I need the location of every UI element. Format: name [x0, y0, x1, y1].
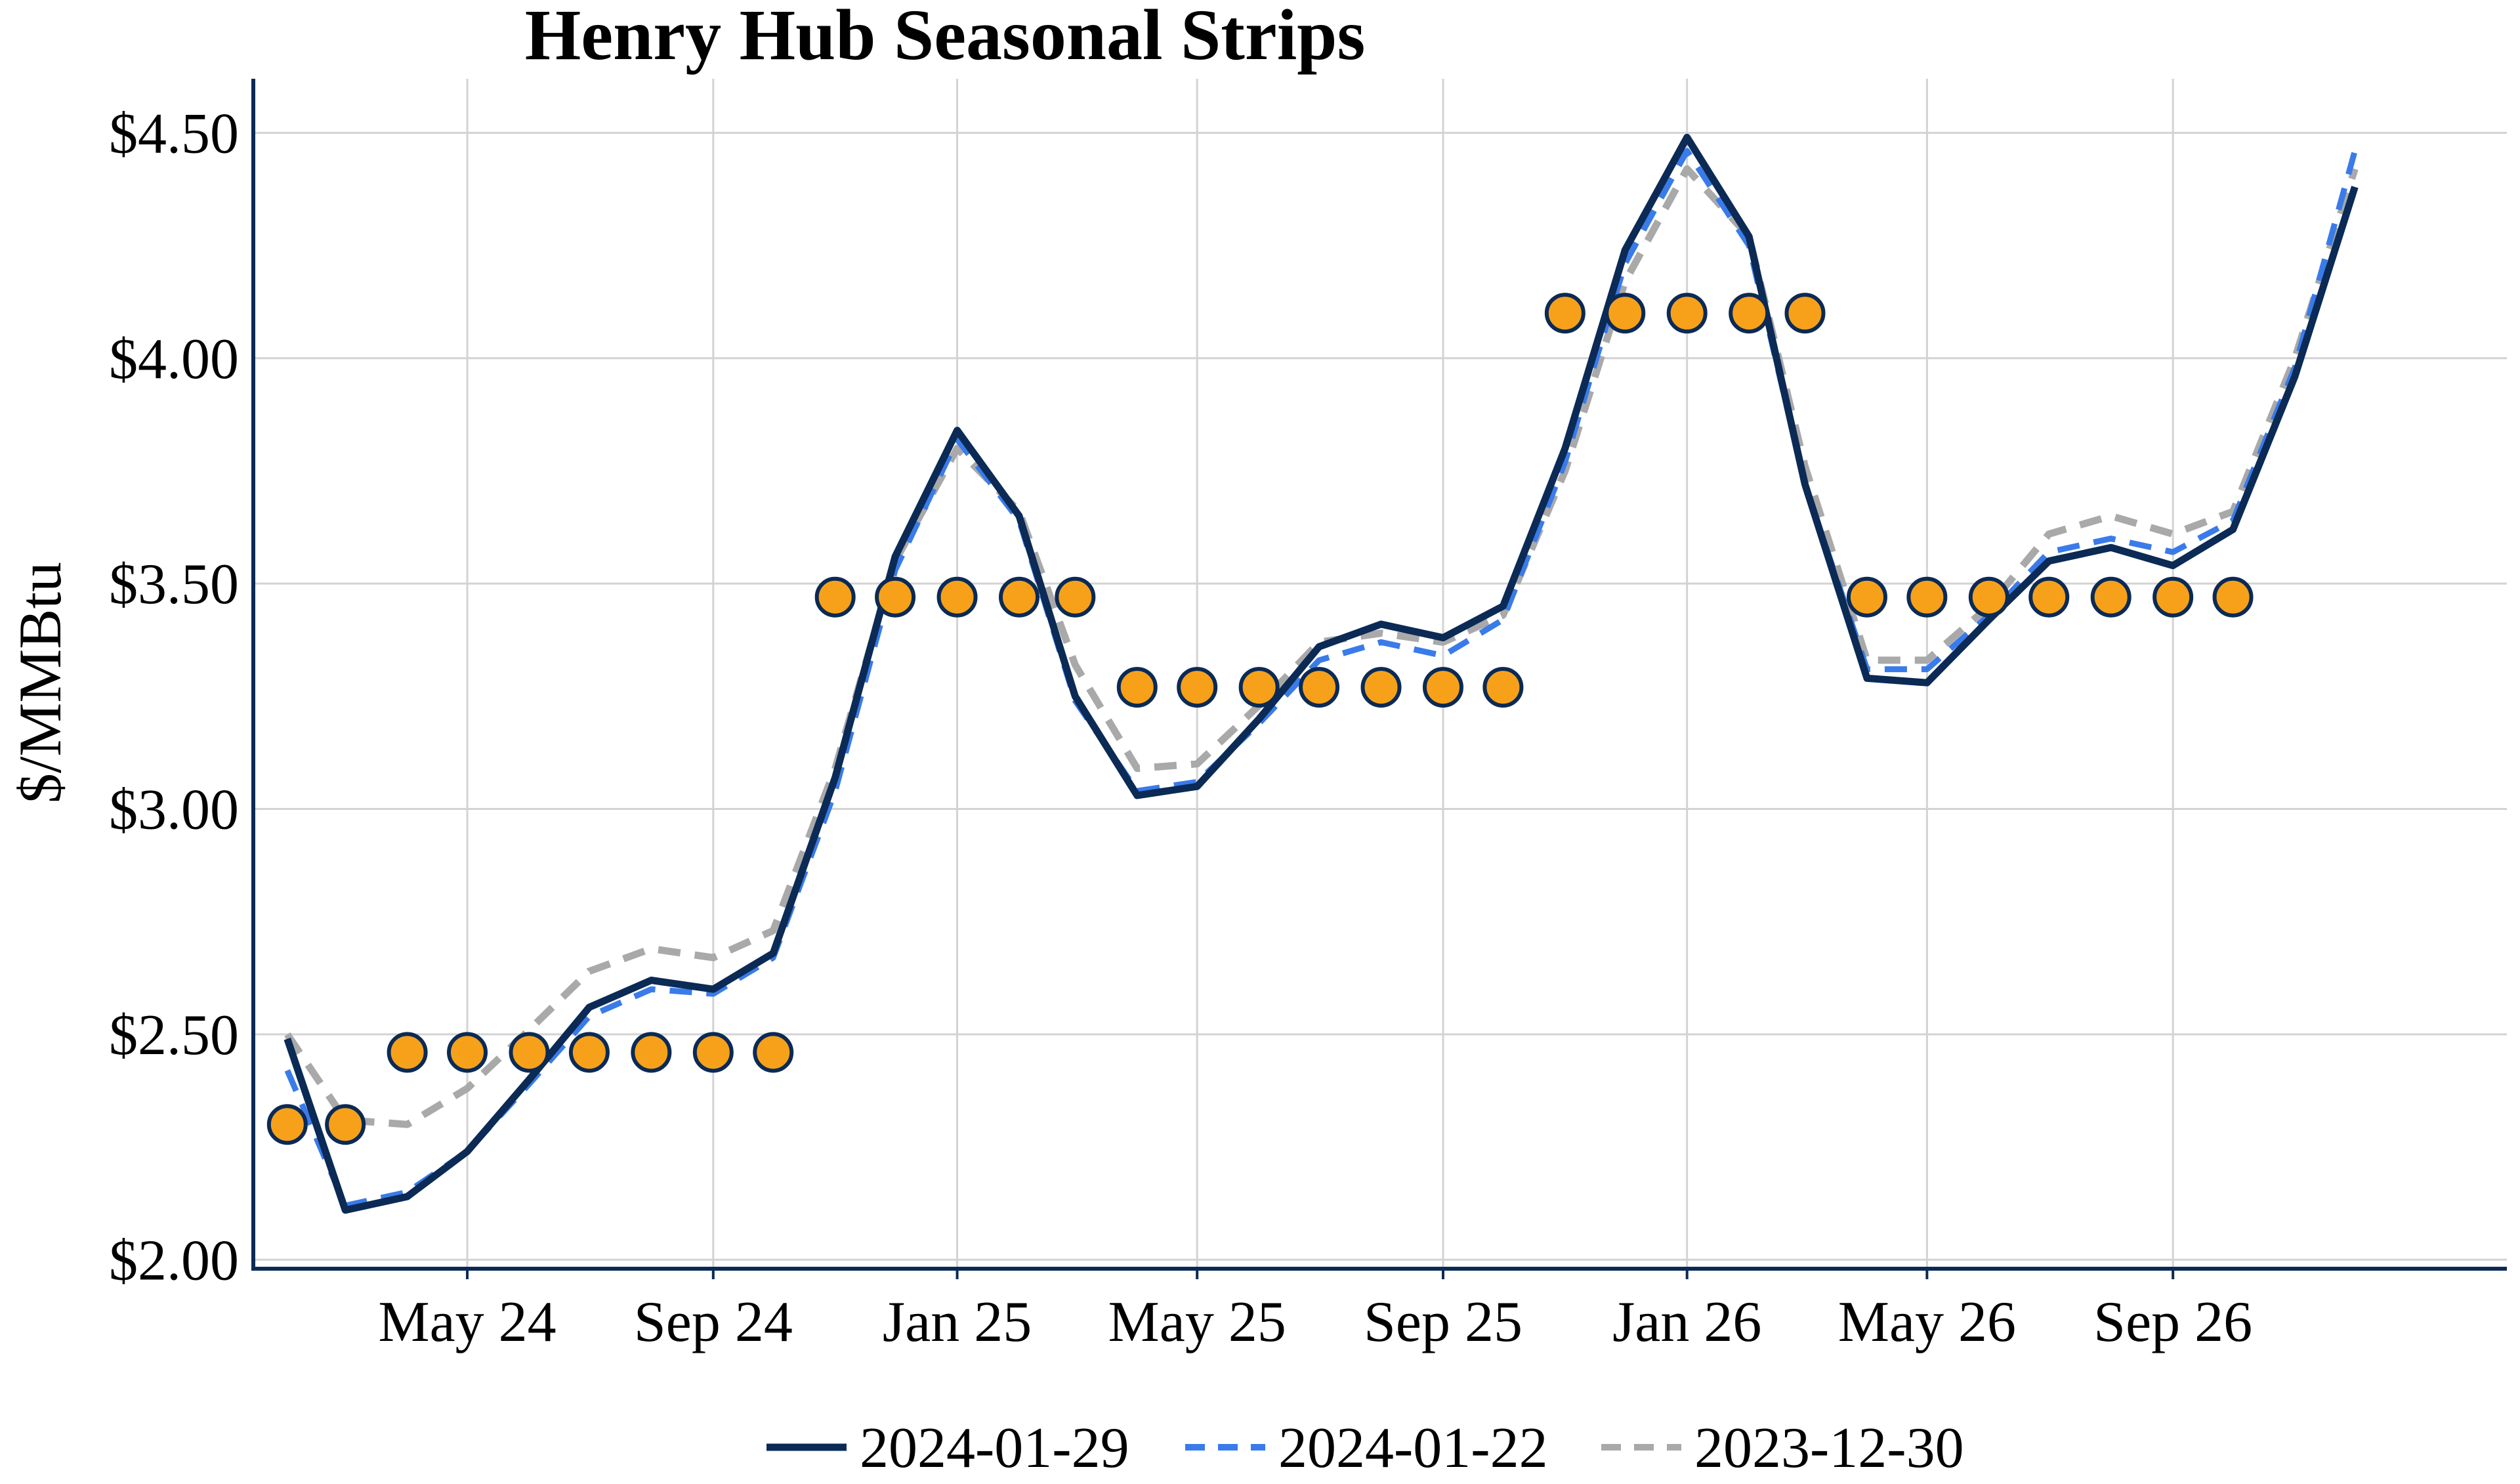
legend-label-2024-01-22: 2024-01-22	[1278, 1416, 1548, 1480]
strip-marker	[509, 1032, 550, 1073]
x-tick-label: May 25	[1108, 1290, 1286, 1354]
strip-marker	[266, 1104, 308, 1145]
y-axis-label: $/MMBtu	[7, 562, 74, 803]
strip-marker	[2028, 576, 2070, 618]
strip-marker	[631, 1032, 672, 1073]
strip-marker	[936, 576, 978, 618]
strip-marker	[1846, 576, 1887, 618]
strip-marker	[1422, 667, 1463, 708]
y-tick-label: $4.00	[109, 328, 239, 391]
strip-marker	[2212, 576, 2254, 618]
series-line-2023-12-30	[284, 165, 2359, 1128]
y-tick-label: $2.50	[109, 1004, 239, 1067]
strip-marker	[1784, 293, 1826, 334]
strip-marker	[1729, 293, 1770, 334]
strip-marker	[1116, 667, 1158, 708]
strip-marker	[692, 1032, 734, 1073]
y-tick-label: $2.00	[109, 1229, 239, 1292]
x-tick-label: Sep 24	[634, 1290, 793, 1354]
x-tick-label: Sep 26	[2093, 1290, 2252, 1354]
strip-marker	[1360, 667, 1402, 708]
x-tick-label: Sep 25	[1364, 1290, 1522, 1354]
y-axis-ticks: $2.00 $2.50 $3.00 $3.50 $4.00 $4.50	[109, 102, 239, 1292]
strip-marker	[325, 1104, 366, 1145]
y-tick-label: $3.00	[109, 778, 239, 842]
strip-marker	[999, 576, 1040, 618]
legend-label-2024-01-29: 2024-01-29	[860, 1416, 1129, 1480]
strip-marker	[1605, 293, 1646, 334]
strip-marker	[1968, 576, 2009, 618]
strip-marker	[875, 576, 916, 618]
y-tick-label: $3.50	[109, 553, 239, 616]
strip-marker	[2090, 576, 2132, 618]
strip-marker	[387, 1032, 428, 1073]
strip-marker	[1238, 667, 1280, 708]
strip-marker	[1482, 667, 1524, 708]
strip-marker	[814, 576, 856, 618]
x-tick-label: Jan 26	[1612, 1290, 1761, 1354]
axes	[251, 79, 2507, 1271]
strip-marker	[753, 1032, 794, 1073]
strip-marker	[1177, 667, 1218, 708]
strip-marker	[1055, 576, 1096, 618]
y-tick-label: $4.50	[109, 102, 239, 165]
strip-marker	[1906, 576, 1948, 618]
strip-marker	[2152, 576, 2194, 618]
strip-marker	[568, 1032, 610, 1073]
grid-lines	[253, 79, 2507, 1269]
chart-title: Henry Hub Seasonal Strips	[525, 0, 1366, 75]
x-tick-label: May 24	[378, 1290, 556, 1354]
strip-markers	[266, 293, 2254, 1145]
x-tick-label: Jan 25	[883, 1290, 1032, 1354]
strip-marker	[1299, 667, 1340, 708]
legend: 2024-01-29 2024-01-22 2023-12-30	[766, 1416, 1964, 1480]
x-axis-ticks: May 24 Sep 24 Jan 25 May 25 Sep 25 Jan 26 May …	[378, 1269, 2252, 1354]
strip-marker	[1544, 293, 1586, 334]
x-tick-label: May 26	[1838, 1290, 2016, 1354]
strip-marker	[447, 1032, 488, 1073]
strip-marker	[1666, 293, 1708, 334]
legend-label-2023-12-30: 2023-12-30	[1694, 1416, 1964, 1480]
